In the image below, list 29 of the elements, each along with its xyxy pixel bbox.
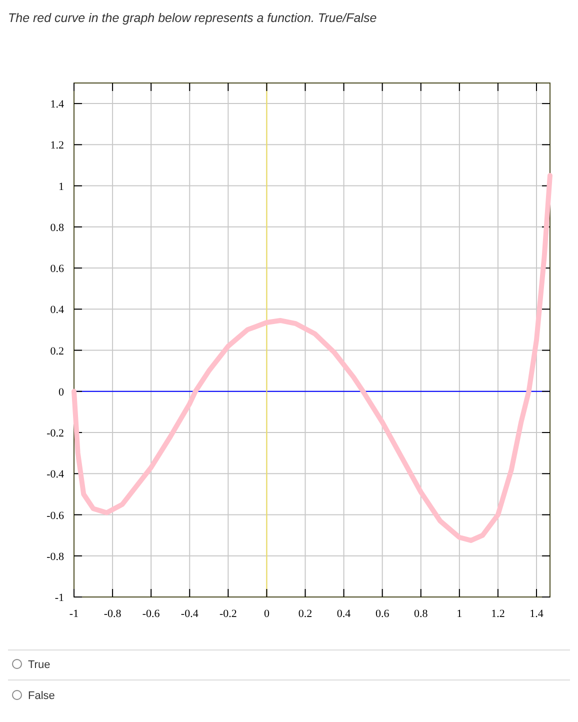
text: True bbox=[28, 659, 50, 671]
x-tick-label: -0.8 bbox=[104, 608, 122, 620]
y-tick-label: 0.8 bbox=[50, 222, 64, 234]
x-tick-label: 0.2 bbox=[298, 608, 312, 620]
x-tick-label: 1.2 bbox=[491, 608, 505, 620]
y-tick-label: 1.4 bbox=[50, 98, 64, 111]
y-tick-label: -0.4 bbox=[46, 468, 64, 481]
x-tick-label: 1 bbox=[456, 608, 462, 620]
text: False bbox=[28, 690, 55, 702]
y-tick-label: 1.2 bbox=[50, 140, 64, 152]
y-tick-label: 1 bbox=[58, 180, 64, 193]
y-tick-label: 0 bbox=[58, 386, 64, 398]
y-tick-label: 0.6 bbox=[50, 263, 64, 276]
x-tick-label: 0.8 bbox=[414, 608, 428, 620]
x-tick-label: 0.6 bbox=[375, 608, 390, 620]
y-tick-label: -0.2 bbox=[46, 428, 64, 440]
y-tick-label: 0.4 bbox=[50, 304, 64, 316]
y-tick-label: -1 bbox=[54, 592, 64, 604]
y-tick-label: -0.6 bbox=[46, 510, 64, 522]
x-tick-label: -0.2 bbox=[219, 608, 237, 620]
x-tick-label: -1 bbox=[69, 608, 79, 620]
x-tick-label: 0 bbox=[264, 608, 270, 620]
y-tick-label: 0.2 bbox=[50, 345, 64, 358]
x-tick-label: -0.6 bbox=[142, 608, 160, 620]
y-tick-label: -0.8 bbox=[46, 550, 64, 563]
x-tick-label: 0.4 bbox=[336, 608, 352, 620]
x-tick-label: 1.4 bbox=[530, 608, 544, 620]
x-tick-label: -0.4 bbox=[180, 608, 199, 620]
chart-title: The red curve in the graph below represents a function. True/False bbox=[8, 11, 377, 25]
